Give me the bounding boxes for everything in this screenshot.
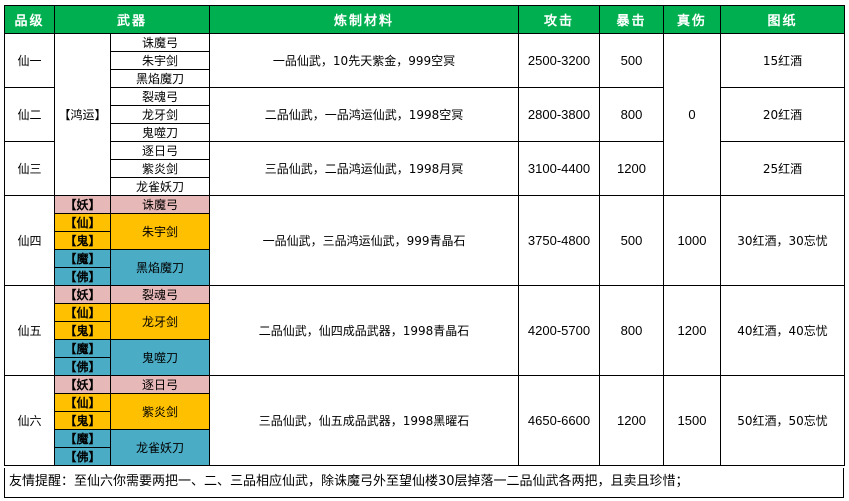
tag-gui[interactable]: 【鬼】 [54, 411, 111, 430]
recipe-cell[interactable]: 50红酒，50忘忧 [720, 375, 846, 466]
attack-cell[interactable]: 3750-4800 [518, 195, 601, 286]
true-damage-cell[interactable]: 1200 [663, 285, 722, 376]
true-damage-cell[interactable]: 1000 [663, 195, 722, 286]
grade-cell[interactable]: 仙五 [4, 285, 55, 376]
tag-fo[interactable]: 【佛】 [54, 267, 111, 286]
weapon-cell[interactable]: 黑焰魔刀 [109, 249, 211, 286]
attack-cell[interactable]: 4650-6600 [518, 375, 601, 466]
table-row: 【佛】 [5, 267, 845, 286]
tag-xian[interactable]: 【仙】 [54, 393, 111, 412]
materials-cell[interactable]: 一品仙武，三品鸿运仙武，999青晶石 [209, 195, 520, 286]
tag-xian[interactable]: 【仙】 [54, 213, 111, 232]
weapon-cell[interactable]: 紫炎剑 [109, 393, 211, 430]
materials-cell[interactable]: 二品仙武，一品鸿运仙武，1998空冥 [209, 87, 520, 142]
table-row: 【仙】 朱宇剑 [5, 213, 845, 250]
weapon-cell[interactable]: 裂魂弓 [109, 285, 211, 304]
recipe-cell[interactable]: 20红酒 [720, 87, 846, 142]
weapon-cell[interactable]: 龙牙剑 [109, 105, 211, 124]
attack-cell[interactable]: 4200-5700 [518, 285, 601, 376]
crit-cell[interactable]: 1200 [599, 141, 665, 196]
materials-cell[interactable]: 二品仙武，仙四成品武器，1998青晶石 [209, 285, 520, 376]
header-row: 品级 武器 炼制材料 攻击 暴击 真伤 图纸 [4, 5, 846, 34]
grade-cell[interactable]: 仙一 [4, 33, 55, 88]
crit-cell[interactable]: 800 [599, 87, 665, 142]
true-damage-cell[interactable]: 0 [663, 33, 722, 196]
weapon-cell[interactable]: 龙雀妖刀 [109, 177, 211, 196]
grade-cell[interactable]: 仙六 [4, 375, 55, 466]
weapon-cell[interactable]: 龙雀妖刀 [109, 429, 211, 466]
crit-cell[interactable]: 500 [599, 195, 665, 286]
materials-cell[interactable]: 一品仙武，10先天紫金，999空冥 [209, 33, 520, 88]
tip-note[interactable]: 友情提醒：至仙六你需要两把一、二、三品相应仙武，除诛魔弓外至望仙楼30层掉落一二… [4, 468, 844, 498]
table-row: 【佛】 [5, 447, 845, 466]
materials-cell[interactable]: 三品仙武，仙五成品武器，1998黑曜石 [209, 375, 520, 466]
tag-fo[interactable]: 【佛】 [54, 357, 111, 376]
tag-mo[interactable]: 【魔】 [54, 429, 111, 448]
materials-cell[interactable]: 三品仙武，二品鸿运仙武，1998月冥 [209, 141, 520, 196]
tag-mo[interactable]: 【魔】 [54, 249, 111, 268]
table-row: 仙一 【鸿运】 诛魔弓 一品仙武，10先天紫金，999空冥 2500-3200 … [4, 33, 846, 196]
weapon-cell[interactable]: 朱宇剑 [109, 51, 211, 70]
grade-cell[interactable]: 仙二 [4, 87, 55, 142]
weapon-cell[interactable]: 黑焰魔刀 [109, 69, 211, 88]
tag-gui[interactable]: 【鬼】 [54, 231, 111, 250]
tag-yao[interactable]: 【妖】 [54, 375, 111, 394]
crit-cell[interactable]: 1200 [599, 375, 665, 466]
header-crit[interactable]: 暴击 [599, 5, 665, 34]
table-row: 仙五 【妖】 裂魂弓 二品仙武，仙四成品武器，1998青晶石 4200-5700… [4, 285, 846, 376]
weapon-cell[interactable]: 裂魂弓 [109, 87, 211, 106]
tag-mo[interactable]: 【魔】 [54, 339, 111, 358]
tag-yao[interactable]: 【妖】 [54, 285, 111, 304]
grade-cell[interactable]: 仙四 [4, 195, 55, 286]
table-row: 【魔】 鬼噬刀 [5, 339, 845, 376]
weapon-cell[interactable]: 诛魔弓 [109, 195, 211, 214]
recipe-cell[interactable]: 40红酒，40忘忧 [720, 285, 846, 376]
header-attack[interactable]: 攻击 [518, 5, 601, 34]
grade-cell[interactable]: 仙三 [4, 141, 55, 196]
header-weapon[interactable]: 武器 [53, 5, 211, 34]
weapon-cell[interactable]: 逐日弓 [109, 141, 211, 160]
header-recipe[interactable]: 图纸 [720, 5, 846, 34]
attack-cell[interactable]: 3100-4400 [518, 141, 601, 196]
table-row: 【仙】 紫炎剑 [5, 393, 845, 430]
weapon-cell[interactable]: 鬼噬刀 [109, 339, 211, 376]
tag-fo[interactable]: 【佛】 [54, 447, 111, 466]
header-materials[interactable]: 炼制材料 [209, 5, 520, 34]
attack-cell[interactable]: 2800-3800 [518, 87, 601, 142]
table-row: 【魔】 黑焰魔刀 [5, 249, 845, 286]
table-row: 仙六 【妖】 逐日弓 三品仙武，仙五成品武器，1998黑曜石 4650-6600… [4, 375, 846, 466]
true-damage-cell[interactable]: 1500 [663, 375, 722, 466]
recipe-cell[interactable]: 15红酒 [720, 33, 846, 88]
table-row: 【仙】 龙牙剑 [5, 303, 845, 340]
header-grade[interactable]: 品级 [4, 5, 55, 34]
crit-cell[interactable]: 800 [599, 285, 665, 376]
tag-xian[interactable]: 【仙】 [54, 303, 111, 322]
weapon-cell[interactable]: 朱宇剑 [109, 213, 211, 250]
table-row: 【魔】 龙雀妖刀 [5, 429, 845, 466]
weapon-cell[interactable]: 龙牙剑 [109, 303, 211, 340]
table-row: 【鬼】 [5, 411, 845, 430]
header-true-damage[interactable]: 真伤 [663, 5, 722, 34]
hongyun-cell[interactable]: 【鸿运】 [54, 33, 111, 196]
weapon-cell[interactable]: 诛魔弓 [109, 33, 211, 52]
recipe-cell[interactable]: 30红酒，30忘忧 [720, 195, 846, 286]
crit-cell[interactable]: 500 [599, 33, 665, 88]
table-row: 仙四 【妖】 诛魔弓 一品仙武，三品鸿运仙武，999青晶石 3750-4800 … [4, 195, 846, 286]
weapon-cell[interactable]: 逐日弓 [109, 375, 211, 394]
tag-gui[interactable]: 【鬼】 [54, 321, 111, 340]
crafting-table: 品级 武器 炼制材料 攻击 暴击 真伤 图纸 仙一 【鸿运】 诛魔弓 一品仙武，… [4, 5, 846, 466]
attack-cell[interactable]: 2500-3200 [518, 33, 601, 88]
tag-yao[interactable]: 【妖】 [54, 195, 111, 214]
weapon-cell[interactable]: 紫炎剑 [109, 159, 211, 178]
weapon-cell[interactable]: 鬼噬刀 [109, 123, 211, 142]
recipe-cell[interactable]: 25红酒 [720, 141, 846, 196]
